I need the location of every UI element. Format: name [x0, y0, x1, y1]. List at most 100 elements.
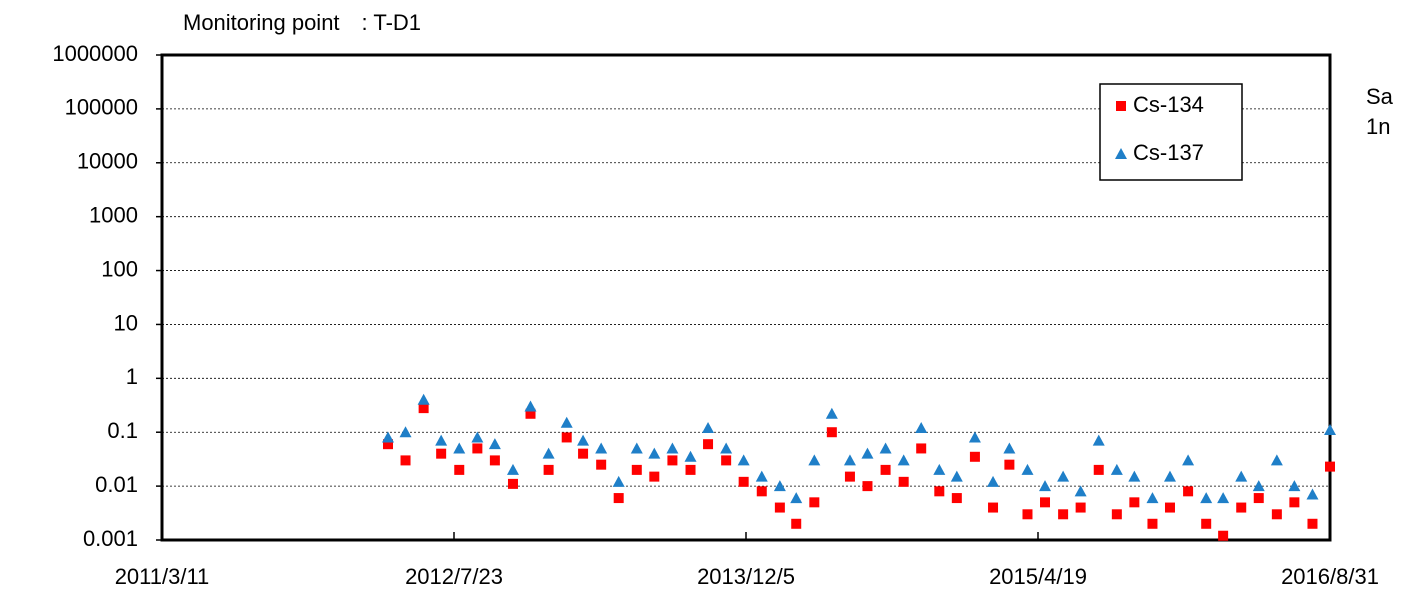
point: [1022, 509, 1033, 520]
point: [968, 431, 981, 443]
point: [649, 471, 660, 482]
point: [1110, 463, 1123, 475]
point: [951, 493, 962, 504]
point: [897, 454, 910, 466]
point: [825, 407, 838, 419]
point: [542, 447, 555, 459]
point: [684, 450, 697, 462]
point: [844, 471, 855, 482]
point: [862, 481, 873, 492]
point: [720, 442, 733, 454]
plot-frame: [160, 53, 1332, 542]
point: [417, 393, 430, 405]
x-tick-label: 2016/8/31: [1281, 564, 1379, 589]
x-tick-label: 2011/3/11: [115, 564, 210, 589]
point: [489, 455, 500, 466]
y-tick-label: 0.1: [107, 418, 138, 443]
point: [471, 431, 484, 443]
point: [950, 470, 963, 482]
x-tick-label: 2015/4/19: [989, 564, 1087, 589]
x-tick-label: 2012/7/23: [405, 564, 503, 589]
annotation: Sa: [1366, 84, 1394, 109]
point: [826, 427, 837, 438]
point: [1003, 442, 1016, 454]
point: [1307, 518, 1318, 529]
point: [382, 431, 395, 443]
point: [808, 454, 821, 466]
point: [915, 421, 928, 433]
point: [1075, 502, 1086, 513]
point: [1289, 497, 1300, 508]
point: [383, 439, 394, 450]
y-tick-label: 0.01: [95, 472, 138, 497]
point: [843, 454, 856, 466]
point: [472, 443, 483, 454]
y-tick-label: 1000: [89, 202, 138, 227]
point: [1182, 454, 1195, 466]
point: [774, 502, 785, 513]
point: [755, 470, 768, 482]
point: [773, 480, 786, 492]
point: [1093, 464, 1104, 475]
point: [578, 448, 589, 459]
y-tick-label: 100000: [65, 95, 138, 120]
point: [1164, 502, 1175, 513]
y-tick-label: 10000: [77, 149, 138, 174]
point: [1004, 459, 1015, 470]
legend-box: [1099, 83, 1243, 181]
point: [454, 464, 465, 475]
point: [400, 455, 411, 466]
point: [1201, 518, 1212, 529]
point: [561, 432, 572, 443]
point: [1325, 461, 1335, 472]
legend-label: Cs-134: [1133, 92, 1204, 117]
y-tick-label: 100: [101, 256, 138, 281]
point: [933, 463, 946, 475]
point: [685, 464, 696, 475]
point: [934, 486, 945, 497]
point: [435, 434, 448, 446]
point: [1324, 423, 1336, 435]
point: [738, 476, 749, 487]
point: [1057, 470, 1070, 482]
point: [1074, 485, 1087, 497]
point: [613, 493, 624, 504]
annotation: 1n: [1366, 114, 1390, 139]
point: [969, 451, 980, 462]
point: [916, 443, 927, 454]
point: [1271, 509, 1282, 520]
point: [721, 455, 732, 466]
point: [1236, 502, 1247, 513]
point: [667, 455, 678, 466]
point: [631, 464, 642, 475]
x-tick-label: 2013/12/5: [697, 564, 795, 589]
point: [1288, 480, 1301, 492]
point: [596, 459, 607, 470]
point: [436, 448, 447, 459]
point: [756, 486, 767, 497]
point: [595, 442, 608, 454]
point: [702, 421, 715, 433]
point: [666, 442, 679, 454]
point: [1111, 509, 1122, 520]
point: [1021, 463, 1034, 475]
point: [809, 497, 820, 508]
point: [1039, 480, 1052, 492]
point: [1183, 486, 1194, 497]
point: [488, 438, 501, 450]
point: [1129, 497, 1140, 508]
point: [1128, 470, 1141, 482]
chart-title: Monitoring point : T-D1: [183, 10, 421, 35]
point: [399, 426, 412, 438]
point: [1270, 454, 1283, 466]
y-tick-label: 10: [114, 310, 138, 335]
point: [543, 464, 554, 475]
point: [1146, 492, 1159, 504]
point: [1092, 434, 1105, 446]
point: [1306, 488, 1319, 500]
point: [612, 475, 625, 487]
legend-marker: [1116, 101, 1126, 111]
y-tick-label: 0.001: [83, 526, 138, 551]
point: [577, 434, 590, 446]
point: [1163, 470, 1176, 482]
